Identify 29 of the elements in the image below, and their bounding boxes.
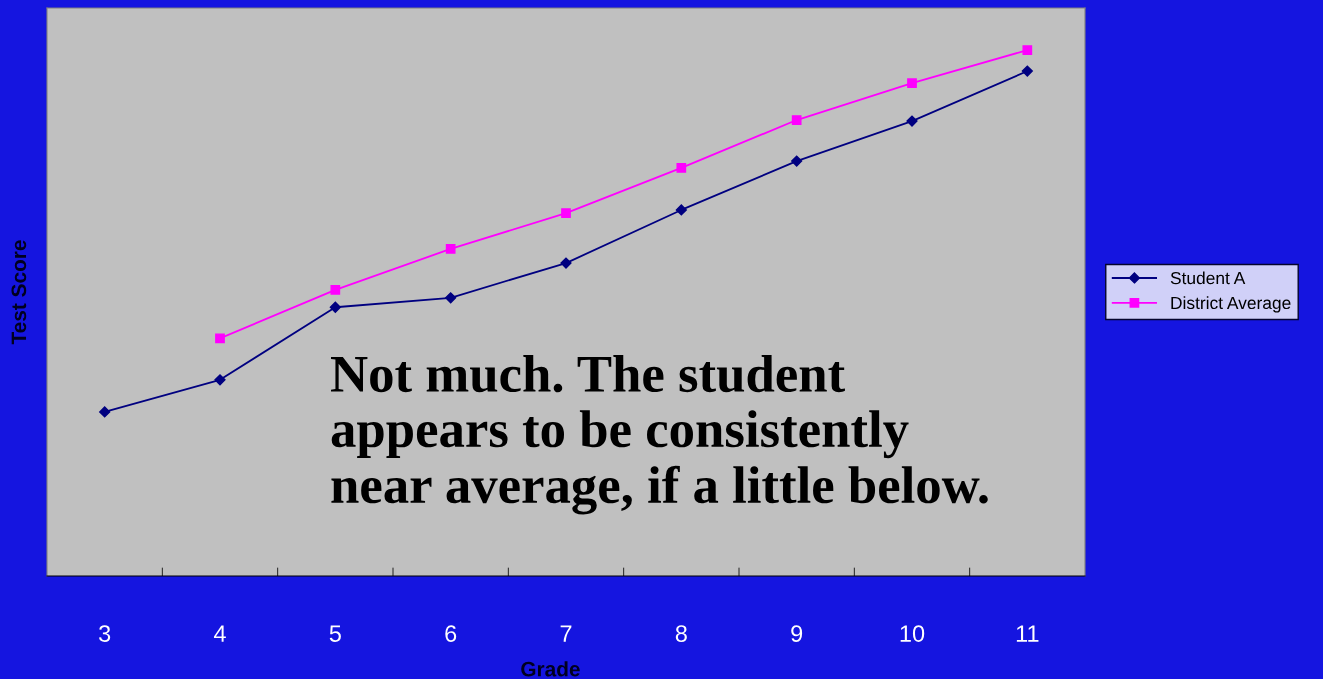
x-tick-label: 3 (99, 625, 111, 642)
x-tick-label: 11 (1016, 625, 1039, 642)
point (561, 208, 571, 218)
x-tick-label: 5 (329, 625, 341, 642)
legend-label: District Average (1171, 296, 1291, 313)
point (329, 301, 341, 313)
x-tick-label: 8 (675, 625, 687, 642)
point (445, 292, 457, 304)
point (1021, 65, 1033, 77)
x-tick-label: 10 (900, 625, 925, 642)
point (445, 244, 456, 254)
point (907, 78, 917, 89)
point (1022, 45, 1033, 55)
x-tick-label: 6 (445, 625, 457, 642)
x-axis-title: Grade (521, 661, 580, 677)
y-axis-title: Test Score (11, 240, 27, 345)
point (330, 285, 341, 295)
point (791, 155, 803, 167)
annotation: Not much. The student appears to be consistently near average, if a little below. (331, 355, 988, 515)
point (676, 163, 687, 173)
point (99, 406, 111, 418)
x-tick-label: 4 (213, 625, 226, 642)
point (675, 204, 687, 216)
x-tick-label: 9 (791, 625, 803, 642)
x-tick-label: 7 (560, 625, 572, 642)
legend-label: Student A (1170, 271, 1246, 285)
point (791, 115, 802, 125)
point (214, 374, 226, 386)
point (215, 333, 225, 344)
